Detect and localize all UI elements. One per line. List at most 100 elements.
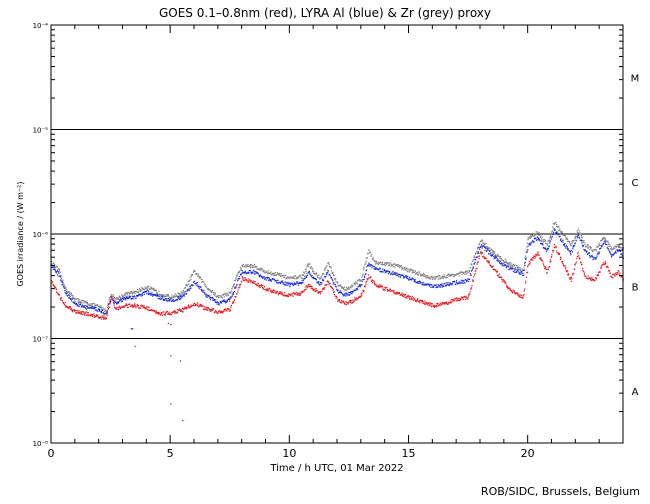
data-point — [384, 289, 386, 291]
data-point — [186, 285, 188, 287]
data-point — [470, 267, 472, 269]
data-point — [320, 277, 322, 279]
data-point — [618, 250, 620, 252]
data-point — [551, 256, 553, 258]
data-point — [332, 289, 334, 291]
data-point — [446, 275, 448, 277]
data-point — [148, 285, 150, 287]
data-point — [568, 274, 570, 276]
data-point — [403, 296, 405, 298]
data-point — [358, 279, 360, 281]
data-point — [608, 249, 610, 251]
data-point — [573, 272, 575, 274]
data-point — [305, 270, 307, 272]
data-point — [522, 272, 524, 275]
data-point — [63, 304, 66, 306]
data-point — [433, 306, 435, 308]
data-point — [132, 306, 134, 308]
data-point — [138, 291, 140, 293]
data-point — [549, 240, 552, 242]
data-point — [85, 305, 87, 307]
data-point — [86, 305, 89, 308]
data-point — [395, 293, 397, 295]
data-point — [68, 294, 70, 296]
data-point — [498, 273, 500, 275]
data-point — [520, 296, 522, 298]
data-point — [310, 287, 312, 289]
data-point — [213, 308, 215, 310]
data-point — [72, 298, 74, 300]
data-point — [538, 239, 541, 241]
data-point — [186, 307, 188, 309]
data-point — [368, 249, 370, 251]
data-point — [289, 285, 291, 288]
data-point — [251, 282, 253, 284]
data-point — [91, 306, 93, 308]
data-point — [498, 255, 500, 257]
data-point — [446, 283, 448, 286]
data-point — [438, 304, 441, 306]
data-point — [420, 282, 422, 284]
data-point — [154, 312, 156, 314]
data-point — [338, 284, 340, 287]
data-point — [165, 313, 167, 315]
data-point — [592, 279, 594, 281]
data-point — [507, 286, 509, 288]
data-point — [522, 297, 524, 299]
data-point — [217, 302, 219, 304]
data-point — [476, 252, 479, 254]
data-point — [57, 274, 59, 276]
data-point — [563, 245, 565, 247]
data-point — [582, 246, 584, 248]
data-point — [539, 258, 541, 260]
data-point — [267, 290, 269, 292]
data-point — [299, 282, 301, 284]
data-point — [493, 256, 495, 258]
data-point — [246, 280, 248, 282]
data-point — [457, 299, 459, 302]
data-point — [224, 308, 226, 310]
data-point — [125, 299, 127, 301]
data-point — [473, 256, 475, 258]
data-point — [237, 279, 239, 281]
data-point — [113, 297, 115, 299]
data-point — [91, 304, 93, 306]
data-point — [480, 241, 482, 243]
data-point — [275, 291, 277, 293]
data-point — [66, 293, 68, 295]
data-point — [159, 314, 161, 316]
data-point — [281, 281, 283, 283]
data-point — [496, 258, 498, 260]
data-point — [358, 285, 360, 287]
data-point — [572, 248, 574, 250]
data-point — [122, 306, 124, 308]
data-point — [294, 283, 296, 286]
data-point — [420, 273, 422, 275]
data-point — [107, 306, 110, 308]
data-point — [550, 260, 552, 262]
data-point — [383, 288, 385, 290]
data-point — [469, 274, 471, 276]
data-point — [522, 295, 524, 297]
data-point — [162, 297, 164, 299]
data-point — [137, 305, 139, 307]
data-point — [72, 297, 74, 299]
data-point — [521, 270, 524, 272]
data-point — [128, 303, 130, 305]
data-point — [327, 262, 329, 264]
data-point — [104, 308, 106, 310]
data-point — [594, 258, 596, 260]
data-point — [160, 294, 162, 296]
data-point — [578, 236, 580, 238]
data-point — [67, 291, 70, 293]
data-point — [576, 236, 578, 238]
data-point — [309, 266, 311, 268]
data-point — [345, 295, 347, 297]
data-point — [423, 272, 425, 275]
data-point — [72, 311, 74, 313]
data-point — [362, 273, 364, 275]
data-point — [387, 290, 389, 292]
data-point — [262, 269, 264, 271]
data-point — [203, 308, 205, 310]
data-point — [293, 275, 295, 277]
